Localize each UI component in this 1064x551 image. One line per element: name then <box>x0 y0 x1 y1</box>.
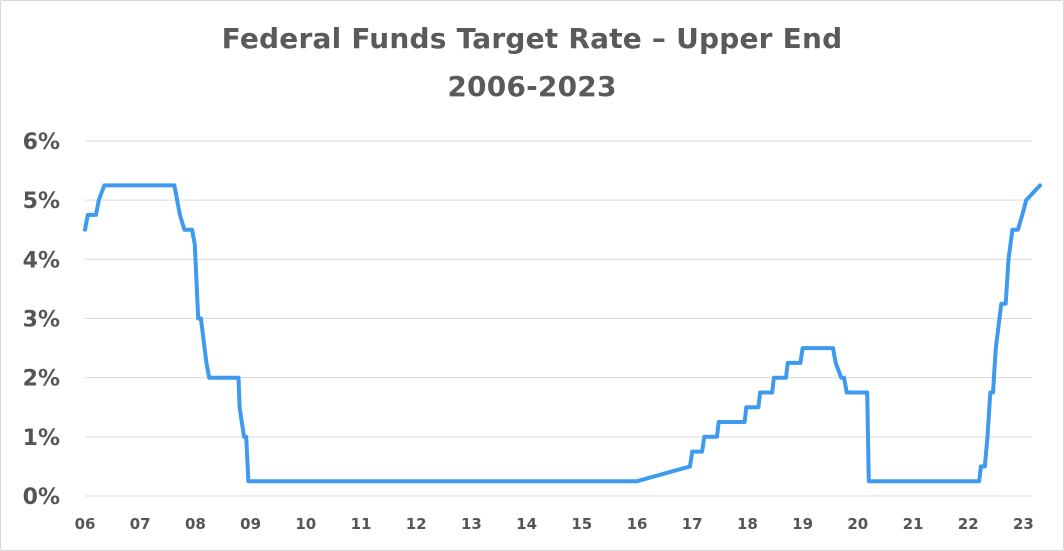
series-line-0 <box>83 183 1042 484</box>
x-tick-label: 06 <box>75 515 96 533</box>
x-tick-label: 14 <box>516 515 537 533</box>
y-tick-label: 4% <box>23 248 60 273</box>
x-tick-label: 19 <box>792 515 813 533</box>
y-tick-label: 5% <box>23 189 60 214</box>
x-tick-label: 13 <box>461 515 482 533</box>
x-axis-ticks: 06 07 08 09 10 11 12 13 14 15 16 17 18 19 20 21 22 23 <box>75 515 1034 533</box>
x-tick-label: 20 <box>847 515 868 533</box>
x-tick-label: 22 <box>958 515 979 533</box>
x-tick-label: 21 <box>903 515 924 533</box>
chart-title: Federal Funds Target Rate – Upper End <box>221 22 843 55</box>
x-tick-label: 12 <box>406 515 427 533</box>
x-tick-label: 15 <box>571 515 592 533</box>
y-axis-ticks: 0% 1% 2% 3% 4% 5% 6% <box>23 130 60 510</box>
y-tick-label: 3% <box>23 307 60 332</box>
y-tick-label: 6% <box>23 130 60 155</box>
x-tick-label: 23 <box>1013 515 1034 533</box>
series-layer <box>83 183 1042 484</box>
y-tick-label: 2% <box>23 367 60 392</box>
x-tick-label: 10 <box>295 515 316 533</box>
x-tick-label: 16 <box>627 515 648 533</box>
x-tick-label: 17 <box>682 515 703 533</box>
y-tick-label: 1% <box>23 426 60 451</box>
x-tick-label: 08 <box>185 515 206 533</box>
x-tick-label: 18 <box>737 515 758 533</box>
chart-subtitle: 2006-2023 <box>447 70 617 103</box>
x-tick-label: 11 <box>351 515 372 533</box>
gridlines <box>85 140 1032 497</box>
x-tick-label: 09 <box>240 515 261 533</box>
y-tick-label: 0% <box>23 485 60 510</box>
x-tick-label: 07 <box>130 515 151 533</box>
